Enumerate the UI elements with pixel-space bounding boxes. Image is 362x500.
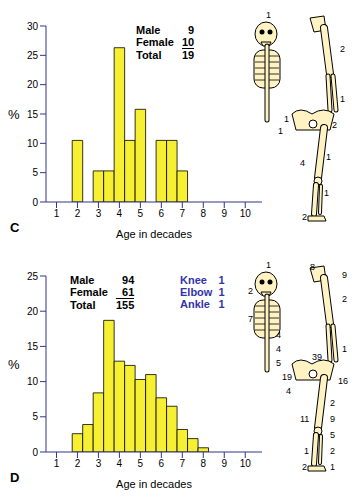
svg-text:20: 20 (27, 79, 39, 90)
svg-text:1: 1 (342, 344, 347, 354)
svg-text:2: 2 (330, 446, 335, 456)
svg-text:1: 1 (324, 188, 329, 198)
svg-text:1: 1 (330, 462, 335, 472)
svg-text:10: 10 (27, 376, 39, 387)
svg-text:0: 0 (32, 197, 38, 208)
svg-text:2: 2 (75, 458, 81, 469)
svg-text:19: 19 (282, 372, 292, 382)
svg-text:1: 1 (326, 152, 331, 162)
html-text:9: 9 (188, 24, 195, 36)
svg-text:9: 9 (330, 414, 335, 424)
html-text:Knee: Knee (180, 274, 207, 286)
svg-text:Age in decades: Age in decades (116, 228, 192, 240)
html-text:1: 1 (218, 298, 225, 310)
svg-text:25: 25 (27, 271, 39, 282)
svg-text:7: 7 (180, 208, 186, 219)
svg-text:5: 5 (138, 208, 144, 219)
svg-text:2: 2 (248, 286, 253, 296)
svg-text:3: 3 (96, 208, 102, 219)
html-text:Female: Female (70, 286, 108, 299)
svg-text:2: 2 (302, 212, 307, 222)
svg-text:25: 25 (27, 50, 39, 61)
svg-text:39: 39 (312, 352, 322, 362)
svg-text:4: 4 (286, 386, 291, 396)
svg-text:2: 2 (332, 120, 337, 130)
html-text:Total: Total (136, 48, 162, 61)
html-text:61: 61 (122, 286, 135, 298)
html-text:Ankle: Ankle (180, 298, 210, 310)
svg-text:20: 20 (27, 306, 39, 317)
html-text:1: 1 (218, 274, 225, 286)
svg-text:1: 1 (304, 446, 309, 456)
svg-text:4: 4 (276, 344, 281, 354)
svg-text:1: 1 (340, 94, 345, 104)
svg-text:15: 15 (27, 109, 39, 120)
html-text:Elbow: Elbow (180, 286, 213, 298)
svg-text:2: 2 (342, 294, 347, 304)
html-text:19: 19 (181, 49, 195, 61)
svg-text:6: 6 (159, 208, 165, 219)
svg-text:8: 8 (201, 458, 207, 469)
svg-text:5: 5 (138, 458, 144, 469)
svg-text:7: 7 (180, 458, 186, 469)
svg-text:Age in decades: Age in decades (116, 478, 192, 490)
svg-text:10: 10 (240, 458, 252, 469)
svg-text:8: 8 (201, 208, 207, 219)
html-text:Male: Male (70, 274, 95, 286)
svg-text:5: 5 (32, 167, 38, 178)
svg-text:4: 4 (300, 158, 305, 168)
svg-text:1: 1 (284, 114, 289, 124)
svg-text:1: 1 (278, 126, 283, 136)
svg-text:3: 3 (96, 458, 102, 469)
svg-text:30: 30 (27, 21, 39, 32)
svg-text:16: 16 (338, 376, 348, 386)
html-text:1: 1 (218, 286, 225, 298)
svg-text:9: 9 (342, 270, 347, 280)
svg-text:4: 4 (276, 330, 281, 340)
svg-text:9: 9 (221, 208, 227, 219)
svg-text:15: 15 (27, 341, 39, 352)
html-text:C: C (10, 220, 20, 235)
svg-text:2: 2 (75, 208, 81, 219)
html-text:94: 94 (122, 274, 135, 286)
svg-text:5: 5 (276, 358, 281, 368)
svg-text:2: 2 (302, 462, 307, 472)
svg-text:8: 8 (310, 262, 315, 272)
svg-text:9: 9 (221, 458, 227, 469)
svg-text:2: 2 (330, 398, 335, 408)
svg-text:1: 1 (54, 458, 60, 469)
svg-text:4: 4 (117, 458, 123, 469)
svg-text:11: 11 (300, 414, 309, 424)
html-text:Total: Total (70, 298, 96, 311)
svg-text:4: 4 (117, 208, 123, 219)
svg-text:1: 1 (54, 208, 60, 219)
svg-text:7: 7 (248, 314, 253, 324)
svg-text:5: 5 (330, 430, 335, 440)
svg-text:2: 2 (340, 44, 345, 54)
html-text:Male: Male (136, 24, 161, 36)
svg-text:10: 10 (240, 208, 252, 219)
svg-text:5: 5 (32, 411, 38, 422)
html-text:155: 155 (115, 299, 135, 311)
html-text:D: D (10, 470, 20, 485)
svg-text:1: 1 (266, 260, 271, 270)
html-text:10: 10 (181, 36, 195, 48)
html-text:Female: Female (136, 36, 174, 49)
svg-text:10: 10 (27, 138, 39, 149)
svg-text:0: 0 (32, 447, 38, 458)
svg-text:6: 6 (159, 458, 165, 469)
svg-text:1: 1 (266, 10, 271, 20)
